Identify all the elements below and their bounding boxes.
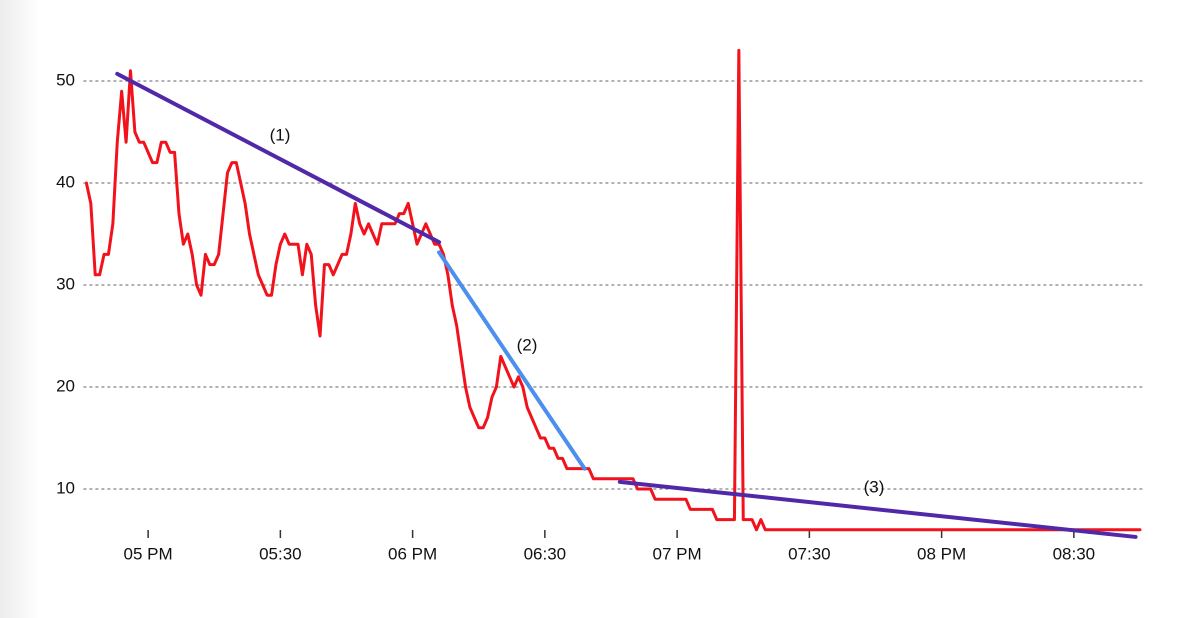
annotation: (1) <box>270 125 291 144</box>
y-tick-label: 30 <box>56 274 75 293</box>
x-tick-label: 06:30 <box>524 544 567 563</box>
x-tick-label: 05:30 <box>259 544 302 563</box>
x-tick-label: 07 PM <box>653 544 702 563</box>
x-tick-label: 08:30 <box>1053 544 1096 563</box>
x-tick-label: 07:30 <box>788 544 831 563</box>
annotation: (3) <box>864 477 885 496</box>
trend-line <box>617 479 1138 539</box>
x-tick-label: 05 PM <box>124 544 173 563</box>
edge-shadow <box>0 0 40 618</box>
y-tick-label: 50 <box>56 70 75 89</box>
y-tick-label: 10 <box>56 478 75 497</box>
y-tick-label: 20 <box>56 376 75 395</box>
annotation: (2) <box>517 335 538 354</box>
trend-line <box>115 71 442 245</box>
trend-line <box>437 250 587 471</box>
y-tick-label: 40 <box>56 172 75 191</box>
x-tick-label: 06 PM <box>388 544 437 563</box>
x-tick-label: 08 PM <box>917 544 966 563</box>
data-line <box>84 48 1142 532</box>
